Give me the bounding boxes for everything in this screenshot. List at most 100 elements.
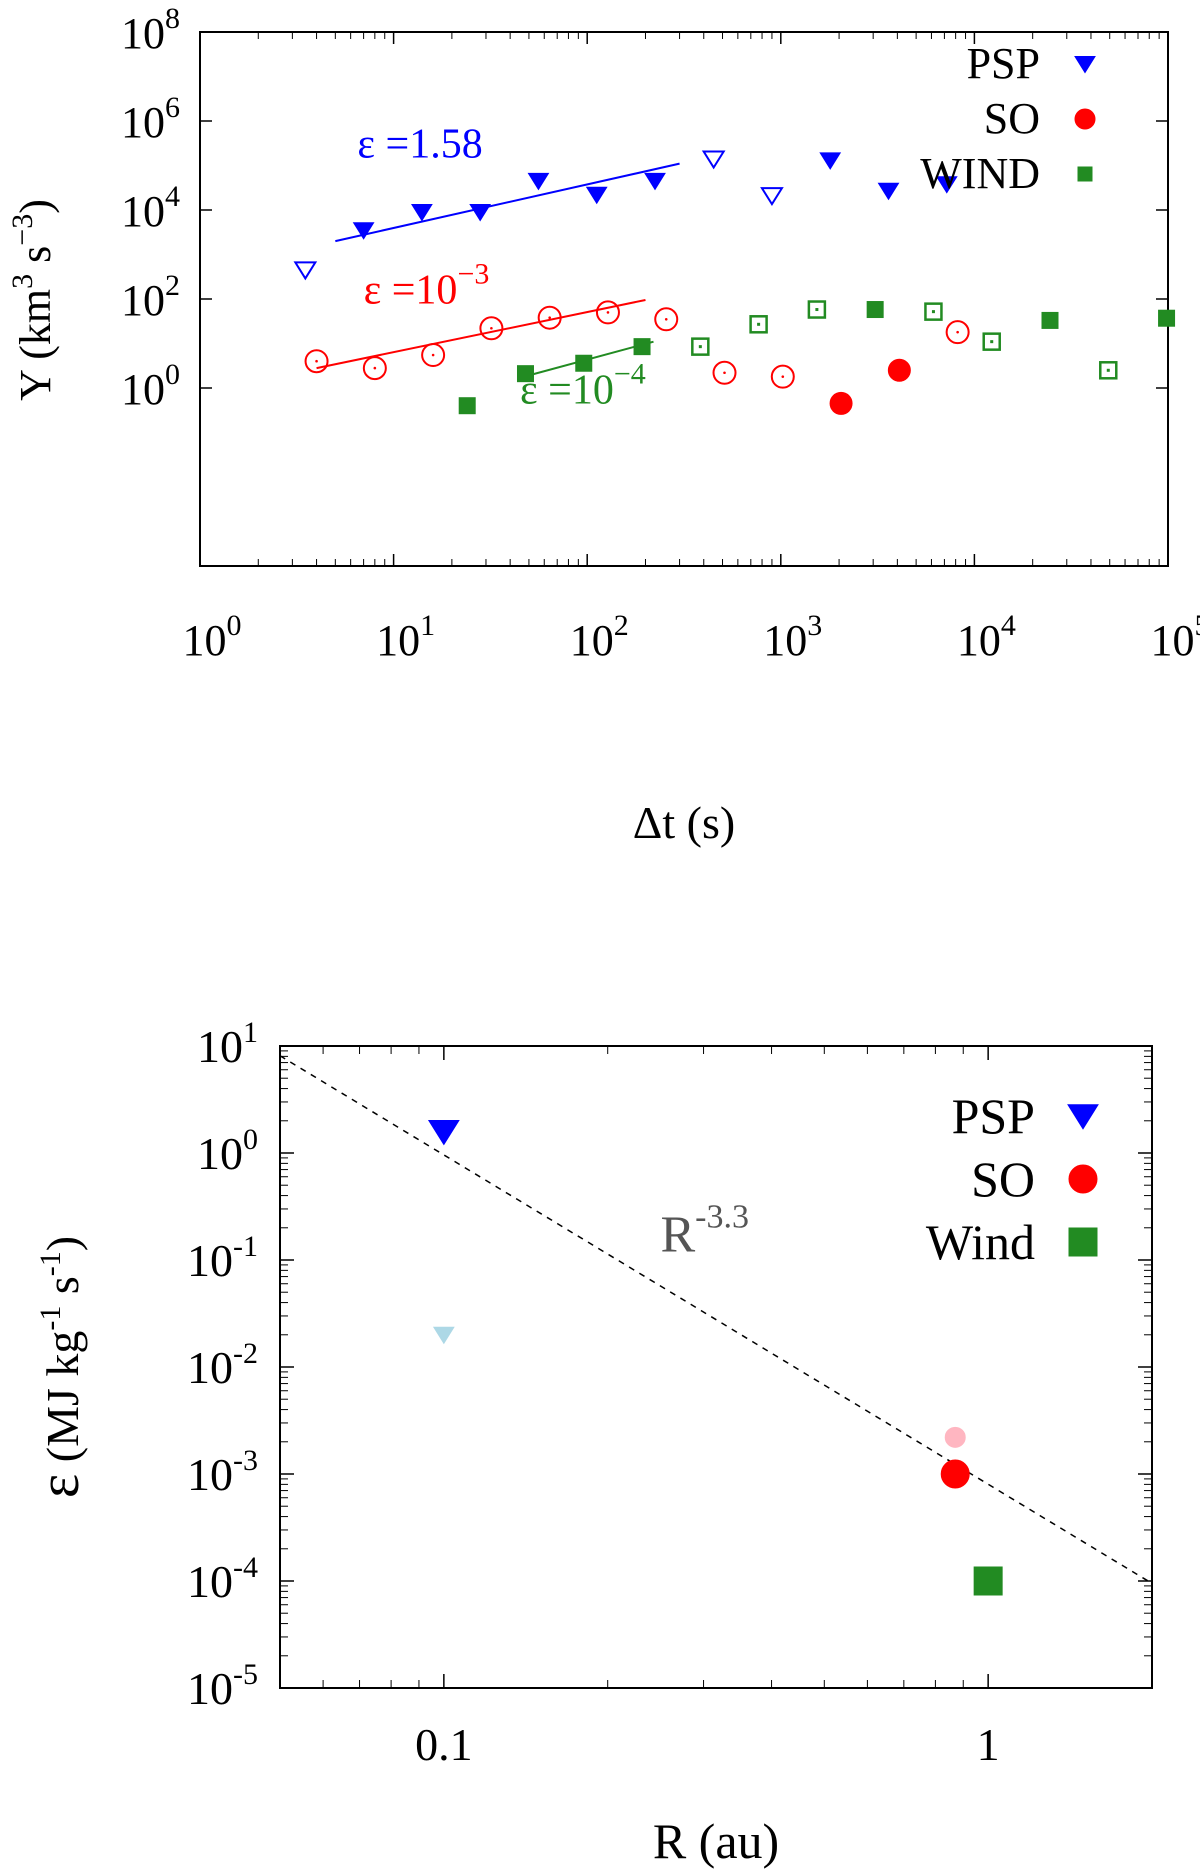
x-tick-label: 102 bbox=[570, 609, 629, 665]
y-tick-label-base: 10 bbox=[197, 1128, 243, 1179]
fit-annotation-text: ε =10 bbox=[520, 367, 614, 413]
data-point-psp bbox=[432, 1326, 455, 1345]
y-tick-label: 10-2 bbox=[187, 1337, 258, 1393]
y-tick-label-exp: 0 bbox=[243, 1123, 258, 1156]
series-so bbox=[304, 299, 970, 415]
data-point-so bbox=[770, 364, 795, 389]
y-tick-label: 100 bbox=[197, 1123, 258, 1179]
y-axis-label-mid: s bbox=[37, 1276, 88, 1305]
y-tick-label: 10-3 bbox=[187, 1444, 258, 1500]
legend: PSP SO WIND bbox=[920, 39, 1096, 198]
data-point-wind bbox=[973, 1566, 1003, 1596]
data-point-so bbox=[712, 360, 737, 385]
x-tick-label: 101 bbox=[376, 609, 435, 665]
data-point-wind-dot bbox=[698, 345, 702, 349]
x-tick-label: 104 bbox=[957, 609, 1016, 665]
x-tick-label: 0.1 bbox=[415, 1719, 473, 1770]
y-axis-label-symbol: ε bbox=[26, 1474, 91, 1498]
data-point-wind-dot bbox=[757, 322, 761, 326]
fit-annotation-text: ε =1.58 bbox=[357, 122, 482, 168]
y-axis-label-exp: -1 bbox=[34, 1251, 67, 1276]
data-point-so bbox=[940, 1459, 970, 1489]
y-tick-label-exp: 2 bbox=[165, 269, 180, 302]
data-point-psp bbox=[585, 186, 608, 205]
data-point-psp bbox=[469, 204, 492, 222]
x-tick-label-base: 10 bbox=[957, 616, 1001, 665]
fit-line-power-law bbox=[279, 1055, 1153, 1585]
x-tick-label-base: 10 bbox=[763, 616, 807, 665]
data-point-so bbox=[944, 1426, 966, 1448]
fit-annotation: R-3.3 bbox=[660, 1199, 749, 1264]
chart-top-structure-function: 100101102103104105100102104106108Δt (s)Y… bbox=[6, 2, 1200, 848]
data-point-wind bbox=[749, 315, 768, 334]
x-tick-label-base: 10 bbox=[570, 616, 614, 665]
y-tick-label: 106 bbox=[121, 91, 180, 147]
x-tick-label-exp: 5 bbox=[1195, 609, 1200, 642]
x-tick-label-exp: 3 bbox=[807, 609, 822, 642]
data-point-so-dot bbox=[664, 317, 668, 321]
x-tick-label-base: 10 bbox=[376, 616, 420, 665]
fit-annotation-exp: -3.3 bbox=[695, 1199, 749, 1236]
y-tick-label: 10-4 bbox=[187, 1551, 258, 1607]
legend-marker-wind bbox=[1068, 1227, 1098, 1257]
series-psp bbox=[293, 150, 958, 281]
data-point-wind bbox=[633, 338, 651, 356]
legend-label: SO bbox=[984, 94, 1040, 143]
y-tick-label-base: 10 bbox=[187, 1449, 233, 1500]
data-point-wind bbox=[1099, 361, 1118, 380]
data-point-psp bbox=[877, 182, 900, 201]
y-tick-label-exp: 0 bbox=[165, 358, 180, 391]
data-point-wind bbox=[516, 365, 534, 383]
y-axis-label-mid: s bbox=[11, 246, 60, 274]
y-tick-label-base: 10 bbox=[121, 98, 165, 147]
legend-marker-psp bbox=[1074, 56, 1096, 74]
data-point-wind bbox=[575, 354, 593, 372]
legend-label: SO bbox=[971, 1151, 1035, 1207]
data-point-psp bbox=[410, 204, 433, 222]
data-point-so bbox=[421, 343, 446, 368]
y-tick-label-exp: 8 bbox=[165, 2, 180, 35]
data-point-so bbox=[479, 316, 504, 341]
data-point-so-dot bbox=[373, 366, 377, 370]
data-point-wind bbox=[982, 332, 1001, 351]
data-point-so-dot bbox=[606, 311, 610, 314]
y-axis-label-base: (MJ kg bbox=[37, 1331, 88, 1474]
y-axis-label-end: ) bbox=[11, 199, 60, 214]
legend-marker-so bbox=[1068, 1164, 1098, 1194]
legend-marker-wind bbox=[1077, 166, 1093, 182]
data-point-wind bbox=[458, 397, 476, 415]
legend-label: Wind bbox=[926, 1214, 1035, 1270]
data-point-psp bbox=[527, 172, 550, 191]
y-axis-label-exp: 3 bbox=[6, 274, 39, 289]
data-point-wind-dot bbox=[1106, 368, 1110, 372]
fit-annotation-base: R bbox=[660, 1207, 695, 1264]
y-tick-label-base: 10 bbox=[121, 187, 165, 236]
data-point-so-dot bbox=[548, 316, 551, 319]
legend-label: PSP bbox=[952, 1088, 1035, 1144]
data-point-psp bbox=[760, 187, 784, 207]
data-point-so bbox=[537, 305, 562, 330]
y-tick-label-base: 10 bbox=[187, 1663, 233, 1714]
y-tick-label-exp: 1 bbox=[243, 1016, 258, 1049]
x-axis-label: R (au) bbox=[653, 1813, 779, 1869]
data-point-psp bbox=[352, 222, 375, 240]
fit-annotation: ε =10−4 bbox=[520, 357, 646, 413]
legend-label: PSP bbox=[967, 39, 1040, 88]
x-tick-label: 103 bbox=[763, 609, 822, 665]
y-tick-label-exp: 4 bbox=[165, 180, 180, 213]
y-tick-label-base: 10 bbox=[187, 1342, 233, 1393]
y-tick-label-base: 10 bbox=[197, 1021, 243, 1072]
y-tick-label-exp: -3 bbox=[233, 1444, 258, 1477]
data-point-wind bbox=[691, 337, 710, 356]
data-point-psp bbox=[293, 261, 318, 281]
data-point-psp bbox=[701, 150, 726, 170]
x-tick-label-exp: 1 bbox=[420, 609, 435, 642]
fit-annotation-exp: −3 bbox=[457, 257, 489, 290]
data-point-so-dot bbox=[956, 330, 959, 334]
y-tick-label: 101 bbox=[197, 1016, 258, 1072]
data-point-wind-dot bbox=[990, 340, 994, 344]
legend-marker-so bbox=[1074, 108, 1096, 130]
y-axis-label-base: Y (km bbox=[11, 289, 60, 401]
y-axis-label-exp: -1 bbox=[34, 1306, 67, 1331]
